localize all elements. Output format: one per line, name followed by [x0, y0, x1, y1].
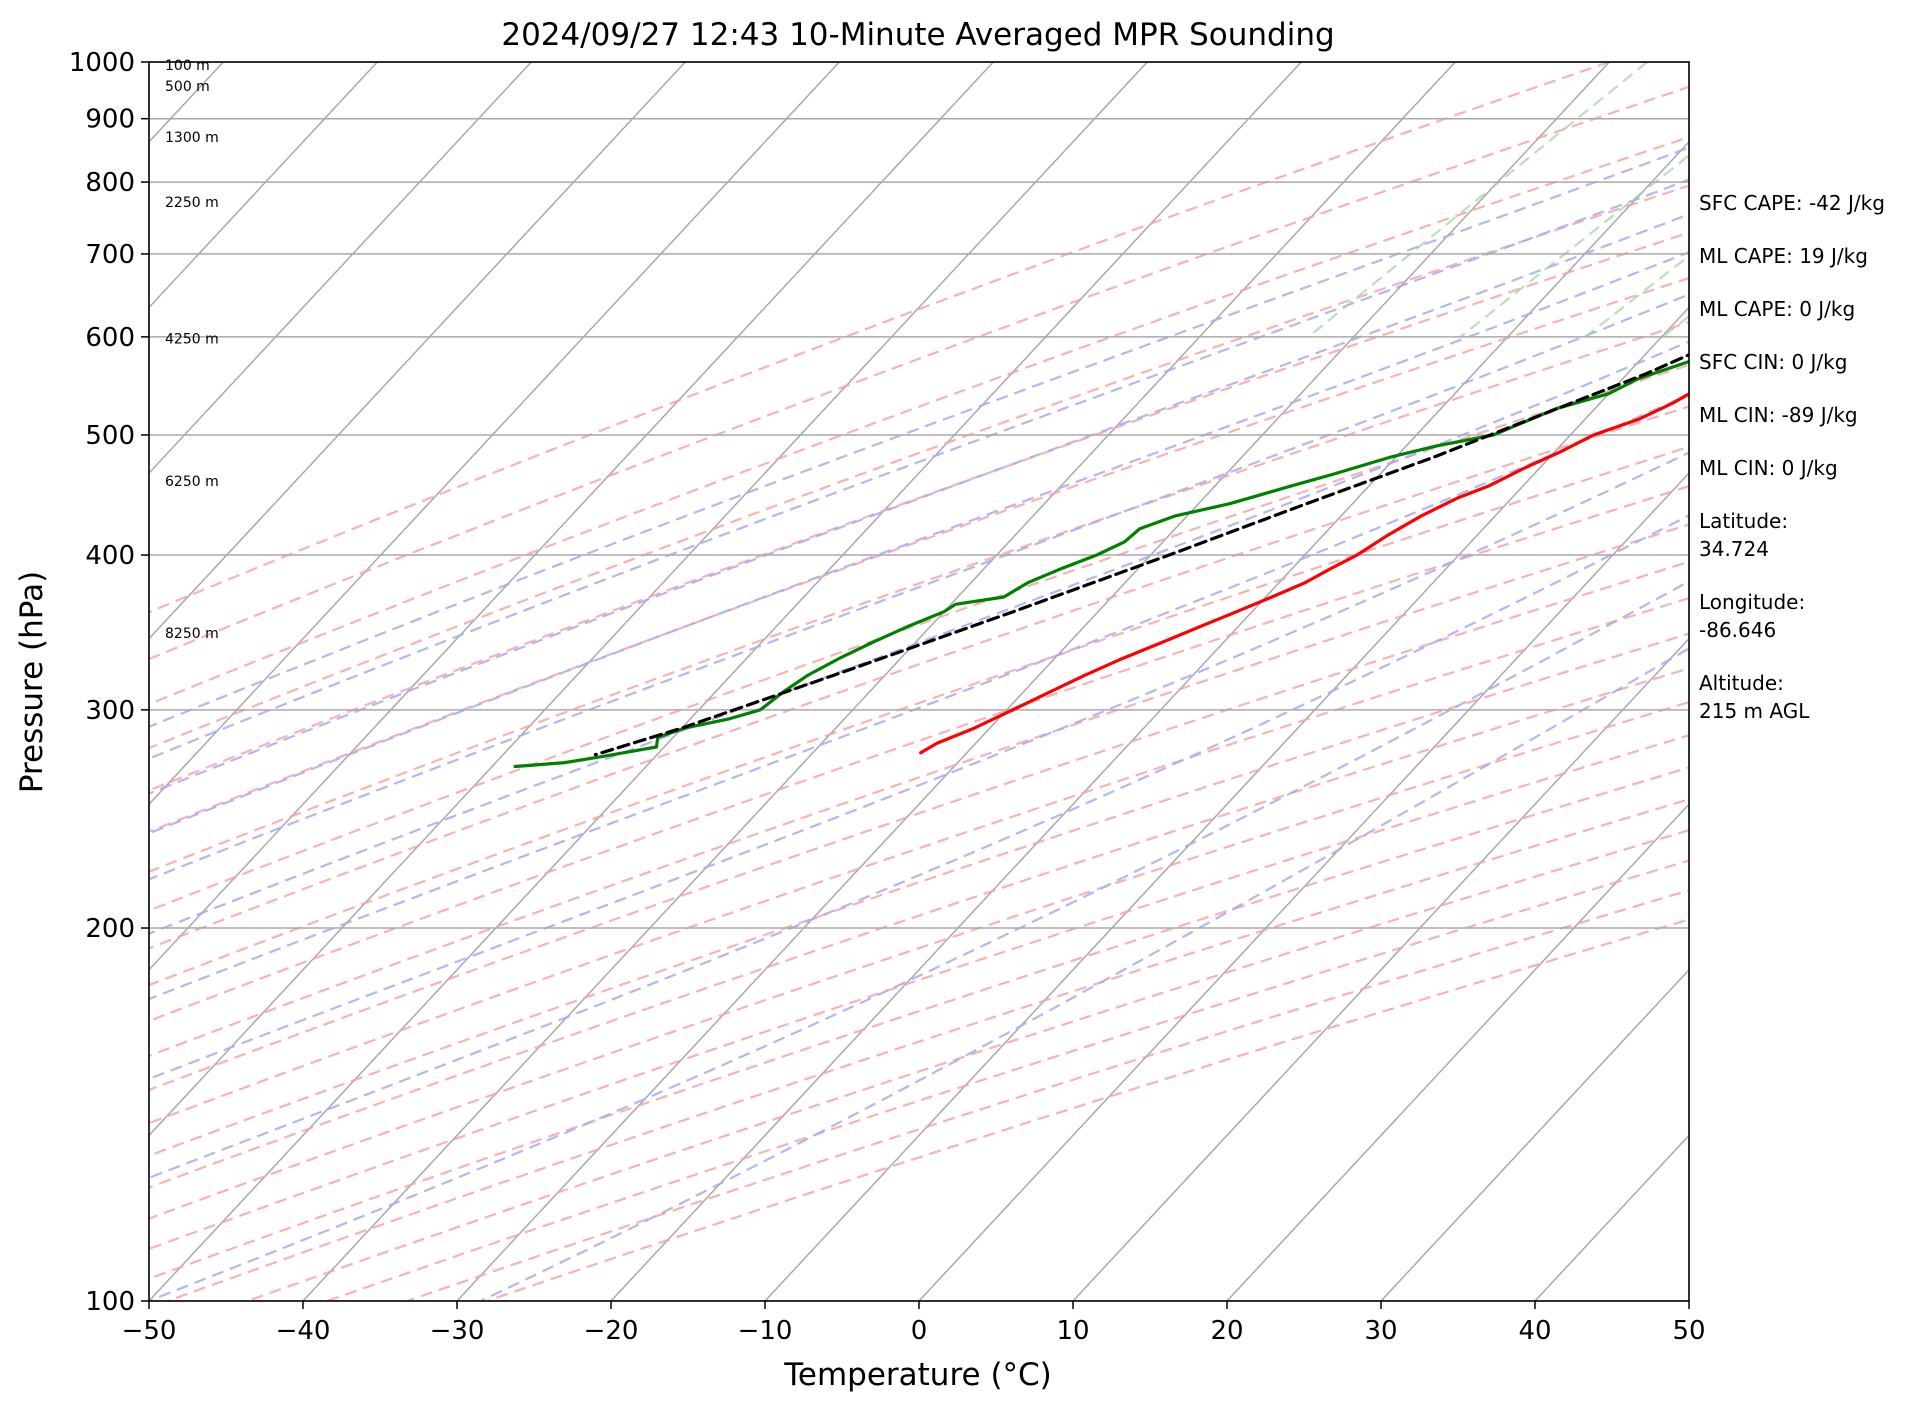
dry-adiabat-line: [0, 62, 1915, 1301]
isotherm-line: [457, 62, 1609, 1301]
stat-ml-cape-2: ML CAPE: 0 J/kg: [1699, 297, 1855, 321]
moist-adiabat-line: [0, 62, 1915, 1301]
moist-adiabat-line: [0, 62, 1915, 1301]
moist-adiabat-line: [0, 62, 1915, 1301]
y-tick-label: 1000: [69, 48, 135, 78]
y-tick-label: 300: [85, 696, 135, 726]
stat-altitude: 215 m AGL: [1699, 699, 1810, 723]
dry-adiabat-line: [0, 62, 1915, 1301]
isotherm-line: [0, 62, 377, 1301]
isotherm-line: [303, 62, 1455, 1301]
stat-latitude: Latitude:: [1699, 509, 1788, 533]
x-tick-label: 0: [911, 1316, 928, 1346]
moist-adiabat-line: [0, 62, 1915, 1301]
stat-sfc-cin: SFC CIN: 0 J/kg: [1699, 350, 1847, 374]
stat-longitude: Longitude:: [1699, 590, 1805, 614]
y-tick-label: 500: [85, 421, 135, 451]
y-axis-title: Pressure (hPa): [14, 571, 50, 793]
dry-adiabat-line: [0, 62, 1915, 1301]
x-tick-label: 30: [1364, 1316, 1397, 1346]
height-label: 4250 m: [165, 332, 219, 348]
dry-adiabat-line: [0, 62, 1915, 1301]
height-label: 6250 m: [165, 474, 219, 490]
y-tick-label: 100: [85, 1287, 135, 1317]
moist-adiabat-line: [0, 62, 1915, 1301]
dry-adiabat-line: [0, 62, 1915, 1301]
dry-adiabat-line: [0, 62, 1915, 1301]
y-axis-ticks: 100 200 300 400 500 600 700 800 900 1000: [69, 48, 149, 1317]
height-label: 8250 m: [165, 626, 219, 642]
x-tick-label: −10: [738, 1316, 793, 1346]
y-tick-label: 700: [85, 240, 135, 270]
dry-adiabat-line: [0, 62, 1763, 1301]
dry-adiabat-line: [0, 62, 1915, 1301]
stat-latitude: 34.724: [1699, 537, 1769, 561]
chart-title: 2024/09/27 12:43 10-Minute Averaged MPR …: [501, 17, 1334, 53]
stat-altitude: Altitude:: [1699, 671, 1784, 695]
y-tick-label: 200: [85, 914, 135, 944]
moist-adiabat-line: [0, 62, 1915, 1301]
x-tick-label: 40: [1518, 1316, 1551, 1346]
y-tick-label: 600: [85, 323, 135, 353]
height-label: 500 m: [165, 79, 210, 95]
x-tick-label: 20: [1210, 1316, 1243, 1346]
moist-adiabat-line: [0, 62, 1915, 1301]
x-tick-label: 50: [1672, 1316, 1705, 1346]
x-axis-ticks: −50 −40 −30 −20 −10 0 10 20 30 40 50: [122, 1301, 1706, 1346]
background-lines: [0, 62, 1915, 1301]
dry-adiabat-line: [168, 62, 1915, 1301]
moist-adiabat-line: [0, 62, 1915, 1301]
dry-adiabat-line: [247, 62, 1915, 1301]
dry-adiabat-line: [0, 62, 1915, 1301]
height-label: 2250 m: [165, 195, 219, 211]
dry-adiabat-line: [327, 62, 1915, 1301]
dry-adiabat-line: [0, 62, 1915, 1301]
x-tick-label: 10: [1056, 1316, 1089, 1346]
dry-adiabat-line: [0, 62, 1609, 1301]
x-axis-title: Temperature (°C): [783, 1357, 1052, 1393]
isotherm-line: [0, 62, 531, 1301]
dry-adiabat-line: [0, 62, 1915, 1301]
y-tick-label: 900: [85, 105, 135, 135]
x-tick-label: −50: [122, 1316, 177, 1346]
dry-adiabat-line: [0, 62, 1915, 1301]
dry-adiabat-line: [0, 62, 1915, 1301]
x-tick-label: −30: [430, 1316, 485, 1346]
moist-adiabat-line: [0, 62, 1915, 1301]
sounding-stats: SFC CAPE: -42 J/kg ML CAPE: 19 J/kg ML CAP…: [1699, 191, 1885, 723]
dry-adiabat-line: [0, 62, 1915, 1301]
stat-ml-cin-2: ML CIN: 0 J/kg: [1699, 456, 1838, 480]
isobar-grid: [149, 62, 1689, 1301]
y-tick-label: 800: [85, 168, 135, 198]
isotherm-line: [611, 62, 1763, 1301]
height-label: 100 m: [165, 58, 210, 74]
y-tick-label: 400: [85, 541, 135, 571]
stat-longitude: -86.646: [1699, 618, 1776, 642]
dry-adiabat-line: [0, 62, 1915, 1301]
plot-frame: [149, 62, 1689, 1301]
dry-adiabat-line: [0, 62, 1915, 1301]
stat-ml-cin-1: ML CIN: -89 J/kg: [1699, 403, 1858, 427]
stat-ml-cape-1: ML CAPE: 19 J/kg: [1699, 244, 1868, 268]
stat-sfc-cape: SFC CAPE: -42 J/kg: [1699, 191, 1885, 215]
x-tick-label: −20: [584, 1316, 639, 1346]
height-label: 1300 m: [165, 130, 219, 146]
isotherm-line: [149, 62, 1301, 1301]
x-tick-label: −40: [276, 1316, 331, 1346]
